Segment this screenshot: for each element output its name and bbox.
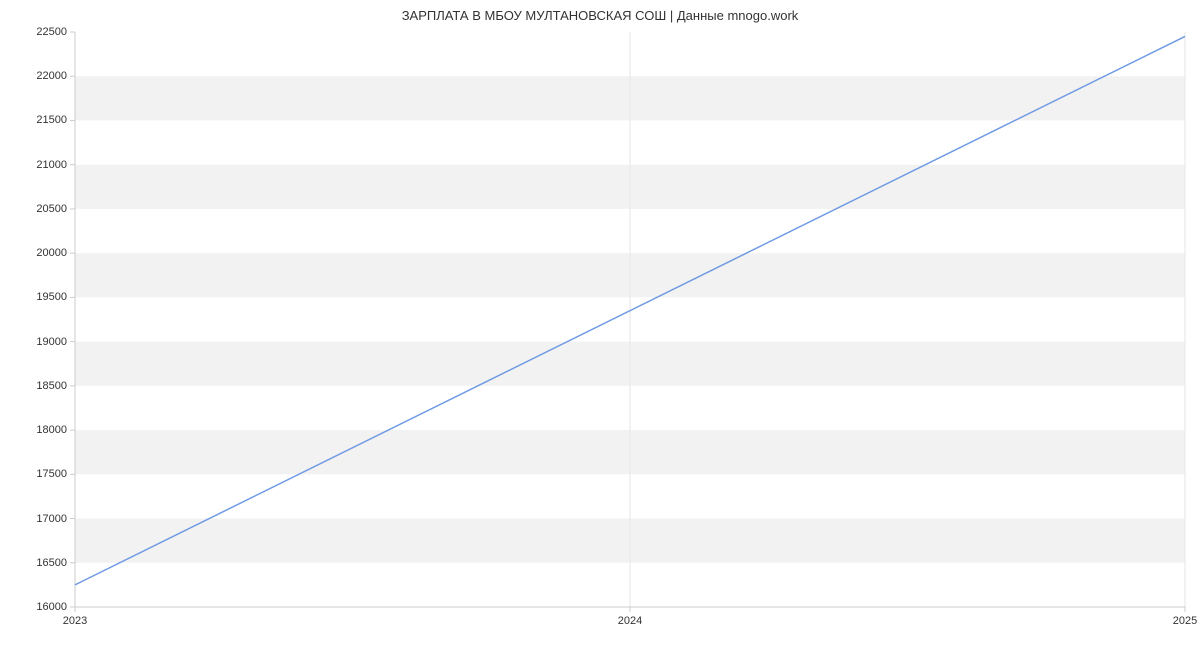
salary-line-chart: ЗАРПЛАТА В МБОУ МУЛТАНОВСКАЯ СОШ | Данны… — [0, 0, 1200, 650]
chart-title: ЗАРПЛАТА В МБОУ МУЛТАНОВСКАЯ СОШ | Данны… — [0, 8, 1200, 23]
y-tick-label: 19000 — [36, 336, 75, 348]
y-tick-label: 20000 — [36, 247, 75, 259]
plot-area: 1600016500170001750018000185001900019500… — [75, 32, 1185, 607]
y-tick-label: 17000 — [36, 513, 75, 525]
y-tick-label: 18500 — [36, 380, 75, 392]
y-tick-label: 21500 — [36, 114, 75, 126]
y-tick-label: 20500 — [36, 203, 75, 215]
y-tick-label: 22500 — [36, 26, 75, 38]
plot-svg — [75, 32, 1185, 607]
y-tick-label: 18000 — [36, 424, 75, 436]
y-tick-label: 21000 — [36, 159, 75, 171]
x-tick-label: 2025 — [1173, 607, 1197, 627]
y-tick-label: 19500 — [36, 291, 75, 303]
y-tick-label: 22000 — [36, 70, 75, 82]
x-tick-label: 2024 — [618, 607, 642, 627]
y-tick-label: 17500 — [36, 468, 75, 480]
x-tick-label: 2023 — [63, 607, 87, 627]
y-tick-label: 16500 — [36, 557, 75, 569]
